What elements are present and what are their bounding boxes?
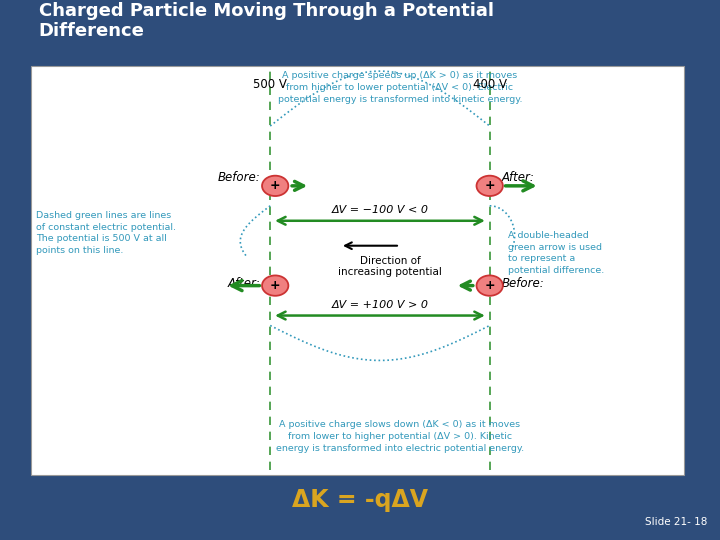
Ellipse shape — [262, 275, 289, 296]
Ellipse shape — [262, 176, 289, 196]
Text: A double-headed
green arrow is used
to represent a
potential difference.: A double-headed green arrow is used to r… — [508, 231, 604, 275]
Text: ΔK = -qΔV: ΔK = -qΔV — [292, 488, 428, 512]
Text: ΔV = −100 V < 0: ΔV = −100 V < 0 — [331, 205, 428, 215]
Ellipse shape — [477, 275, 503, 296]
Text: Difference: Difference — [39, 22, 145, 40]
Text: Dashed green lines are lines
of constant electric potential.
The potential is 50: Dashed green lines are lines of constant… — [36, 211, 176, 255]
Text: Charged Particle Moving Through a Potential: Charged Particle Moving Through a Potent… — [39, 2, 494, 21]
Text: After:: After: — [502, 171, 534, 184]
Ellipse shape — [477, 176, 503, 196]
Bar — [31, 66, 684, 475]
Text: +: + — [270, 179, 281, 192]
Text: 500 V: 500 V — [253, 78, 287, 91]
Text: 400 V: 400 V — [473, 78, 507, 91]
Text: Before:: Before: — [217, 171, 260, 184]
Text: Slide 21- 18: Slide 21- 18 — [645, 517, 707, 527]
Text: +: + — [485, 279, 495, 292]
Text: +: + — [270, 279, 281, 292]
Text: Before:: Before: — [502, 277, 544, 290]
Text: Direction of
increasing potential: Direction of increasing potential — [338, 255, 442, 277]
Text: After:: After: — [228, 277, 260, 290]
Text: A positive charge speeds up (ΔK > 0) as it moves
from higher to lower potential : A positive charge speeds up (ΔK > 0) as … — [278, 71, 522, 104]
Text: +: + — [485, 179, 495, 192]
Text: A positive charge slows down (ΔK < 0) as it moves
from lower to higher potential: A positive charge slows down (ΔK < 0) as… — [276, 420, 524, 453]
Text: ΔV = +100 V > 0: ΔV = +100 V > 0 — [331, 300, 428, 309]
